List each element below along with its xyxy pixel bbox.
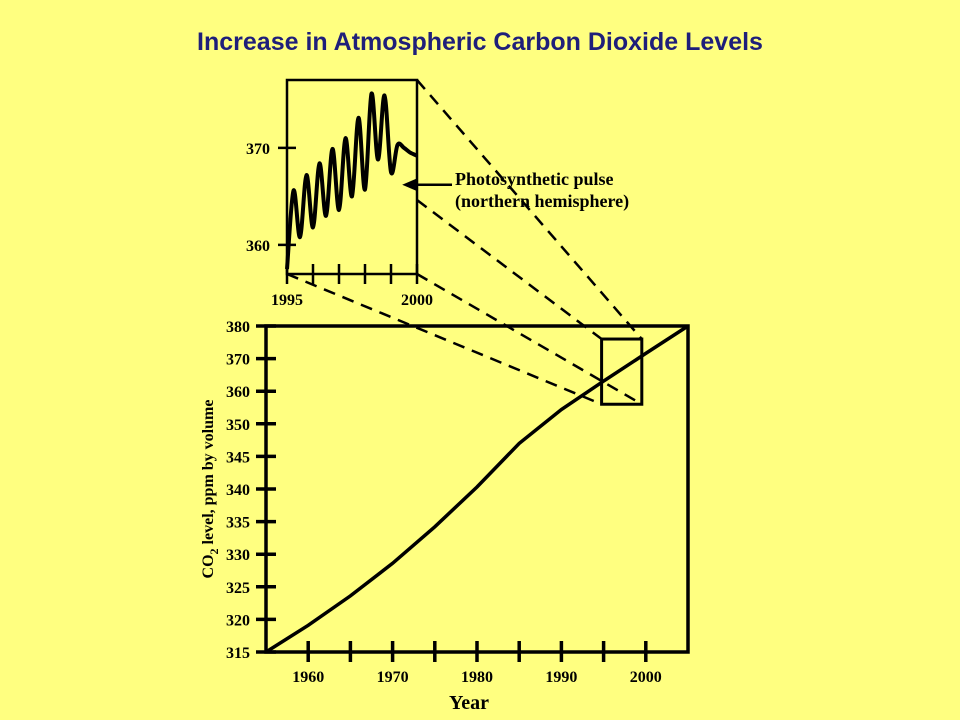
y-axis-title-co: CO <box>200 554 217 578</box>
y-tick-label: 350 <box>226 417 250 434</box>
annotation-line-2: (northern hemisphere) <box>455 191 629 212</box>
x-tick-label: 1990 <box>545 669 577 686</box>
main-tick-labels: 315 320 325 330 335 340 345 350 360 370 380 1960 197… <box>226 319 662 686</box>
inset-y-tick-label: 360 <box>246 238 270 255</box>
y-axis-title: CO2 level, ppm by volume <box>200 400 221 579</box>
inset-x-tick-label: 2000 <box>401 292 433 309</box>
inset-plot-frame <box>285 78 419 276</box>
y-tick-label: 345 <box>226 449 250 466</box>
page-title: Increase in Atmospheric Carbon Dioxide L… <box>197 28 763 56</box>
inset-series-line <box>285 91 418 270</box>
inset-y-tick-label: 370 <box>246 141 270 158</box>
zoom-box <box>600 337 644 406</box>
y-tick-label: 360 <box>226 384 250 401</box>
annotation-line-1: Photosynthetic pulse <box>455 169 614 189</box>
y-tick-label: 370 <box>226 352 250 369</box>
y-axis-title-subscript: 2 <box>207 548 221 554</box>
connector-line <box>286 272 603 406</box>
connector-line <box>416 272 643 406</box>
main-series-line <box>265 324 689 654</box>
connector-line <box>416 79 643 340</box>
y-tick-label: 315 <box>226 645 250 662</box>
annotation-arrowhead <box>402 178 417 191</box>
main-axis-ticks <box>256 324 648 662</box>
y-tick-label: 320 <box>226 612 250 629</box>
x-tick-label: 2000 <box>630 669 662 686</box>
y-tick-label: 325 <box>226 580 250 597</box>
x-tick-label: 1970 <box>377 669 409 686</box>
y-tick-label: 335 <box>226 515 250 532</box>
x-axis-title: Year <box>449 692 489 714</box>
y-tick-label: 380 <box>226 319 250 336</box>
inset-tick-labels: 360 370 1995 2000 <box>246 141 433 309</box>
x-tick-label: 1960 <box>292 669 324 686</box>
x-tick-label: 1980 <box>461 669 493 686</box>
inset-axis-ticks <box>278 146 419 284</box>
y-tick-label: 340 <box>226 482 250 499</box>
zoom-connectors <box>286 79 643 406</box>
connector-line <box>416 199 603 341</box>
y-axis-title-rest: level, ppm by volume <box>200 400 217 549</box>
photosynthetic-pulse-annotation: Photosynthetic pulse (northern hemispher… <box>402 169 629 212</box>
y-tick-label: 330 <box>226 547 250 564</box>
inset-x-tick-label: 1995 <box>271 292 303 309</box>
